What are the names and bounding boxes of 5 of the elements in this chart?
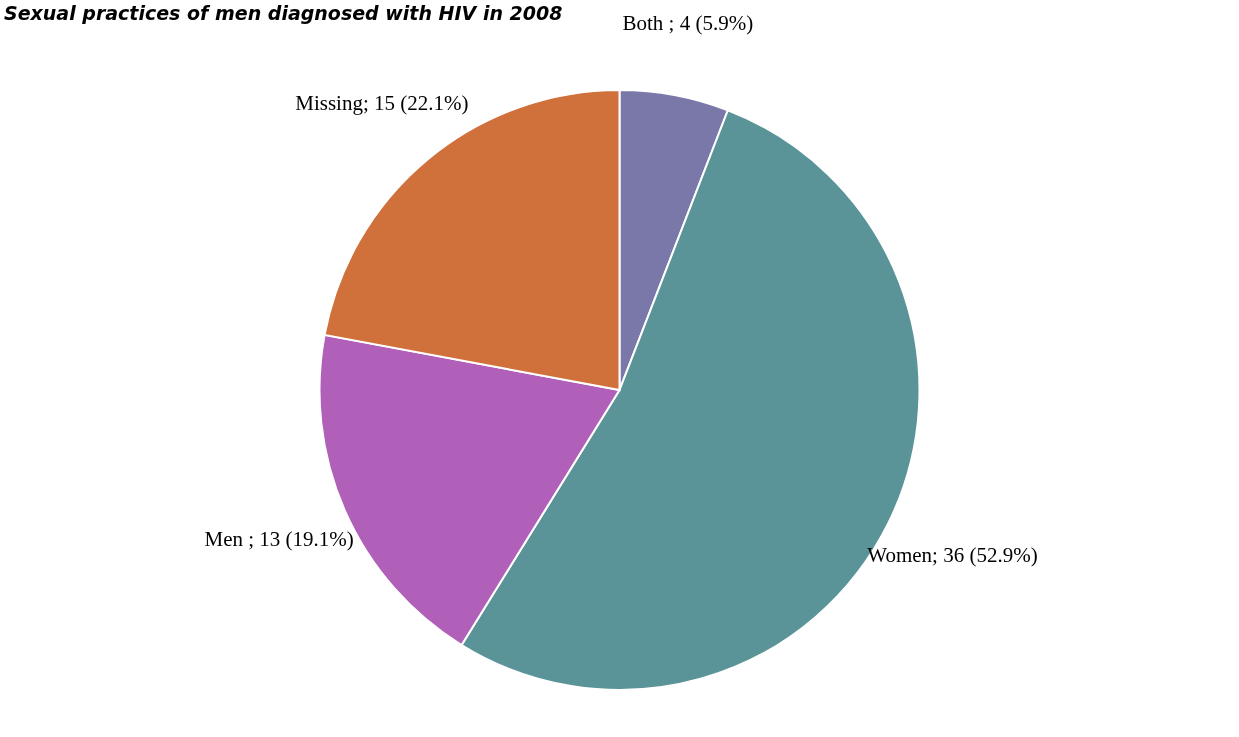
- slice-label: Both ; 4 (5.9%): [622, 11, 754, 36]
- slice-label: Men ; 13 (19.1%): [204, 527, 354, 552]
- slice-label: Missing; 15 (22.1%): [295, 90, 469, 115]
- chart-title: Sexual practices of men diagnosed with HIV in 2008: [3, 1, 563, 26]
- slice-label: Women; 36 (52.9%): [867, 542, 1038, 567]
